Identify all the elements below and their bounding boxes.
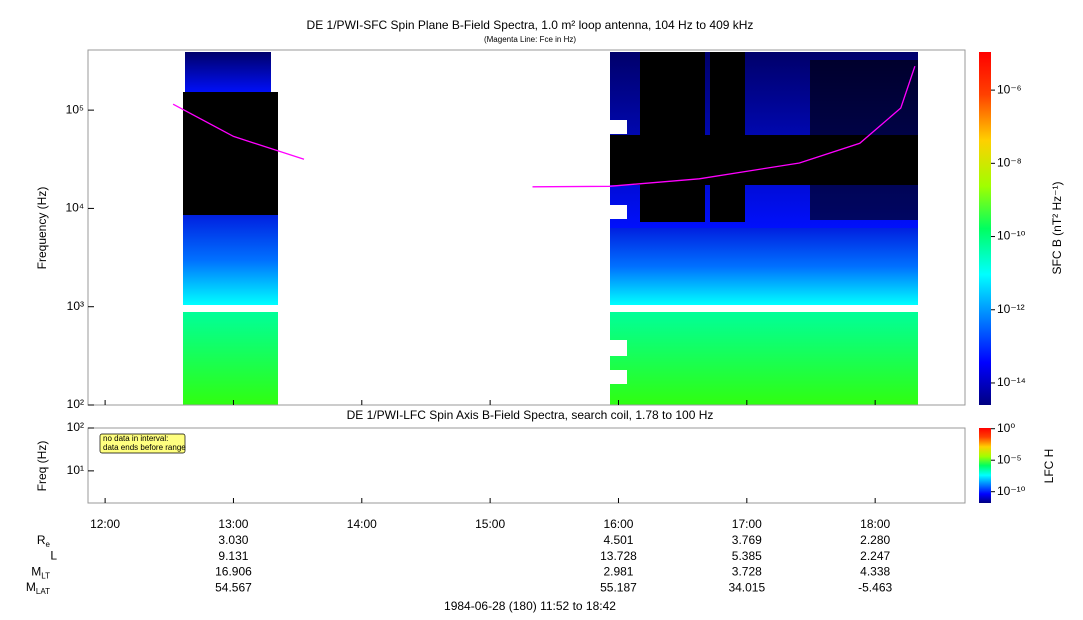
bottom-title: DE 1/PWI-LFC Spin Axis B-Field Spectra, …: [347, 408, 714, 422]
top-title: DE 1/PWI-SFC Spin Plane B-Field Spectra,…: [307, 18, 754, 32]
y-tick-label: 10⁵: [66, 102, 84, 116]
ephemeris-value: 9.131: [218, 549, 248, 563]
ephemeris-label-main: M: [31, 565, 41, 579]
ephemeris-label-main: L: [50, 549, 57, 563]
ephemeris-label-sub: e: [46, 540, 51, 549]
ephemeris-value: 5.385: [732, 549, 762, 563]
x-tick-label: 14:00: [347, 517, 377, 531]
x-tick-label: 16:00: [603, 517, 633, 531]
ephemeris-label-main: R: [37, 533, 46, 547]
colorbar-tick-label: 10⁻⁸: [997, 156, 1022, 170]
ephemeris-value: -5.463: [858, 580, 892, 594]
x-tick-label: 18:00: [860, 517, 890, 531]
x-tick-label: 17:00: [732, 517, 762, 531]
ephemeris-value: 4.338: [860, 565, 890, 579]
ephemeris-label: L: [50, 549, 57, 563]
y-tick-label: 10⁴: [65, 201, 84, 215]
ephemeris-value: 2.981: [603, 565, 633, 579]
ephemeris-value: 54.567: [215, 580, 252, 594]
y-tick-label: 10²: [67, 420, 84, 434]
ephemeris-value: 2.247: [860, 549, 890, 563]
bottom-colorbar: [979, 428, 991, 503]
spectrogram-image: [183, 52, 918, 405]
ephemeris-value: 3.728: [732, 565, 762, 579]
ephemeris-value: 3.030: [218, 533, 248, 547]
ephemeris-label-main: M: [26, 580, 36, 594]
colorbar-tick-label: 10⁻¹⁰: [997, 484, 1026, 498]
ephemeris-value: 16.906: [215, 565, 252, 579]
annotation-box: [99, 433, 186, 454]
colorbar-tick-label: 10⁻⁶: [997, 82, 1022, 96]
ephemeris-value: 3.769: [732, 533, 762, 547]
ephemeris-label: MLT: [31, 565, 50, 581]
top-colorbar-label: SFC B (nT² Hz⁻¹): [1050, 182, 1064, 275]
colorbar-tick-label: 10⁻¹⁰: [997, 229, 1026, 243]
top-y-label: Frequency (Hz): [35, 187, 49, 270]
annotation: data ends before range: [103, 443, 186, 452]
x-tick-label: 15:00: [475, 517, 505, 531]
annotation: no data in interval:: [103, 434, 168, 443]
ephemeris-label: MLAT: [26, 580, 50, 596]
ephemeris-value: 4.501: [603, 533, 633, 547]
ephemeris-value: 13.728: [600, 549, 637, 563]
top-panel-frame: [87, 49, 966, 406]
bottom-y-label: Freq (Hz): [35, 441, 49, 492]
y-tick-label: 10¹: [67, 463, 84, 477]
ephemeris-value: 34.015: [728, 580, 765, 594]
ephemeris-label: Re: [37, 533, 51, 549]
x-tick-label: 12:00: [90, 517, 120, 531]
y-tick-label: 10³: [67, 299, 84, 313]
colorbar-tick-label: 10⁻⁵: [997, 452, 1022, 466]
bottom-colorbar-label: LFC H: [1042, 449, 1056, 484]
top-colorbar: [979, 52, 991, 405]
top-subtitle: (Magenta Line: Fce in Hz): [484, 35, 576, 44]
colorbar-tick-label: 10⁻¹⁴: [997, 375, 1026, 389]
colorbar-tick-label: 10⁰: [997, 421, 1015, 435]
ephemeris-label-sub: LT: [41, 572, 50, 581]
footer: 1984-06-28 (180) 11:52 to 18:42: [444, 599, 616, 613]
bottom-panel-frame: [87, 427, 966, 504]
fce-line: [172, 65, 916, 188]
y-tick-label: 10²: [67, 397, 84, 411]
ephemeris-value: 2.280: [860, 533, 890, 547]
ephemeris-value: 55.187: [600, 580, 637, 594]
x-tick-label: 13:00: [218, 517, 248, 531]
colorbar-tick-label: 10⁻¹²: [997, 302, 1025, 316]
ephemeris-label-sub: LAT: [36, 587, 50, 596]
